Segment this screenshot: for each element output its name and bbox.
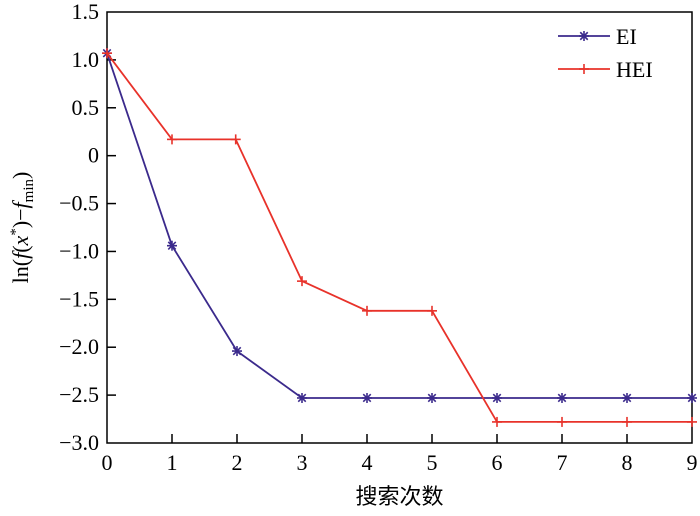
data-point-hei	[297, 276, 307, 287]
y-tick-label: −2.0	[59, 334, 99, 359]
y-title-star: *	[8, 228, 24, 236]
data-point-ei	[557, 392, 567, 403]
data-point-ei	[297, 392, 307, 403]
legend-marker-hei	[579, 64, 589, 74]
y-tick-label: 1.5	[72, 0, 100, 24]
legend-marker-glyph	[579, 64, 589, 74]
y-tick-label: −0.5	[59, 191, 99, 216]
y-title-end: )	[8, 172, 33, 179]
x-tick-label: 8	[622, 450, 633, 475]
x-tick-label: 2	[232, 450, 243, 475]
y-title-sub: min	[21, 178, 37, 202]
x-tick-label: 0	[102, 450, 113, 475]
x-axis-title: 搜索次数	[355, 485, 443, 510]
data-point-ei	[492, 392, 502, 403]
y-tick-label: −2.5	[59, 382, 99, 407]
data-point-ei	[427, 392, 437, 403]
data-point-ei	[232, 346, 242, 357]
plot-frame	[106, 11, 693, 444]
series-line-ei	[106, 52, 692, 399]
x-tick-label: 5	[427, 450, 438, 475]
series	[102, 48, 697, 427]
data-point-hei	[622, 416, 632, 427]
legend-label-hei: HEI	[616, 57, 653, 82]
x-tick-label: 3	[297, 450, 308, 475]
y-title-x: x	[8, 235, 33, 246]
data-point-ei	[167, 240, 177, 251]
y-title-close: )−	[8, 208, 33, 228]
data-point-hei	[102, 48, 112, 59]
y-title-prefix: ln(	[8, 259, 33, 283]
data-point-hei	[230, 134, 241, 145]
legend-marker-ei	[579, 31, 589, 41]
data-point-hei	[427, 305, 437, 316]
legend: EI HEI	[558, 24, 653, 82]
x-tick-label: 4	[362, 450, 373, 475]
y-tick-label: 0.5	[72, 95, 100, 120]
y-tick-label: −3.0	[59, 430, 99, 455]
legend-marker-glyph	[579, 31, 589, 41]
x-tick-label: 7	[557, 450, 568, 475]
plot-area	[106, 11, 693, 444]
data-point-hei	[492, 416, 502, 427]
y-title-fmin: f	[8, 199, 33, 208]
data-point-hei	[687, 416, 697, 427]
y-title-f: f	[8, 250, 33, 259]
x-tick-label: 1	[167, 450, 178, 475]
x-tick-label: 9	[687, 450, 698, 475]
data-point-hei	[167, 134, 177, 145]
data-point-ei	[362, 392, 372, 403]
data-point-hei	[557, 416, 567, 427]
legend-label-ei: EI	[616, 24, 637, 49]
data-point-ei	[622, 392, 632, 403]
data-point-ei	[687, 392, 697, 403]
y-tick-label: −1.0	[59, 238, 99, 263]
y-axis-title: ln(f(x*)−fmin)	[8, 172, 37, 284]
y-title-open: (	[8, 245, 33, 252]
series-line-hei	[106, 52, 692, 423]
ticks: 0 1 2 3 4 5 6 7 8 9 1.5 1.0 0.5 0 −0.5 −1.0 −1.5 −2.0 −2.5…	[59, 0, 697, 475]
y-tick-label: 0	[88, 143, 99, 168]
y-tick-label: 1.0	[72, 47, 100, 72]
x-tick-label: 6	[492, 450, 503, 475]
y-tick-label: −1.5	[59, 286, 99, 311]
data-point-hei	[362, 305, 372, 316]
